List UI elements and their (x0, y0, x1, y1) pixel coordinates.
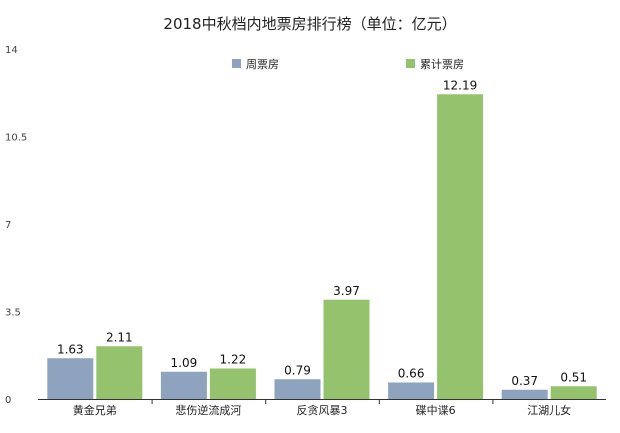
bar-weekly-box-office (501, 389, 548, 399)
y-tick-label: 0 (5, 395, 11, 406)
bar-cumulative-box-office (323, 299, 370, 399)
bar-cumulative-box-office (437, 94, 484, 399)
x-tick-label: 黄金兄弟 (73, 403, 117, 417)
bar-weekly-box-office (160, 371, 207, 399)
bar-value-label: 0.79 (284, 363, 311, 377)
legend-label: 累计票房 (420, 58, 464, 71)
legend-swatch (406, 59, 415, 68)
bar-value-label: 1.22 (220, 353, 247, 367)
legend: 周票房 累计票房 (232, 58, 464, 71)
y-tick-label: 3.5 (5, 308, 21, 319)
bar-value-label: 3.97 (333, 284, 360, 298)
x-tick-label: 反贪风暴3 (297, 403, 348, 417)
bar-labels-group: 1.63 2.11 1.09 1.22 0.79 3.97 0.66 12.19 0.37 0.5… (57, 78, 587, 388)
x-tick-label: 碟中谍6 (416, 404, 456, 417)
legend-label: 周票房 (246, 58, 279, 71)
x-tick-label: 悲伤逆流成河 (175, 403, 241, 417)
bar-value-label: 1.09 (171, 356, 198, 370)
chart-title: 2018中秋档内地票房排行榜（单位：亿元） (163, 15, 456, 33)
y-tick-label: 14 (5, 45, 18, 56)
bar-value-label: 0.37 (511, 374, 538, 388)
bar-cumulative-box-office (96, 346, 143, 399)
bars-group (47, 94, 597, 399)
bar-value-label: 1.63 (57, 342, 84, 356)
x-tick-label: 江湖儿女 (527, 403, 571, 417)
y-tick-label: 10.5 (5, 133, 27, 144)
bar-cumulative-box-office (209, 368, 256, 399)
bar-value-label: 12.19 (443, 78, 477, 92)
y-axis: 0 3.5 7 10.5 14 (5, 45, 27, 406)
legend-swatch (232, 59, 241, 68)
bar-value-label: 2.11 (106, 330, 133, 344)
y-tick-label: 7 (5, 220, 11, 231)
bar-weekly-box-office (388, 382, 435, 399)
bar-value-label: 0.51 (560, 370, 587, 384)
bar-cumulative-box-office (550, 386, 597, 399)
bar-weekly-box-office (274, 379, 321, 399)
bar-value-label: 0.66 (398, 367, 425, 381)
bar-weekly-box-office (47, 358, 94, 399)
x-axis: 黄金兄弟 悲伤逆流成河 反贪风暴3 碟中谍6 江湖儿女 (38, 399, 606, 417)
